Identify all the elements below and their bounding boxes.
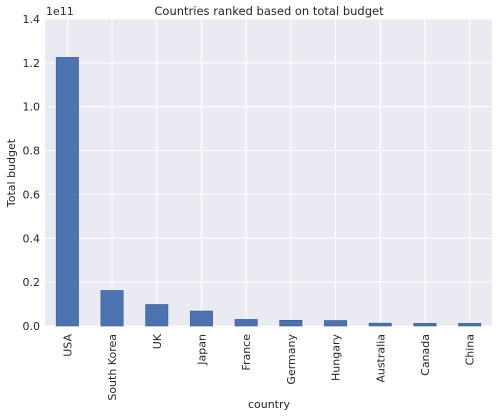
x-tick-label: South Korea <box>106 334 119 401</box>
x-tick-label: USA <box>61 334 74 357</box>
plot-area <box>45 19 492 326</box>
x-tick-label: Australia <box>374 334 387 383</box>
y-tick-label: 0.0 <box>23 320 41 333</box>
bar-uk <box>145 304 169 327</box>
y-offset-label: 1e11 <box>46 5 74 18</box>
y-tick-label: 1.2 <box>23 57 41 70</box>
bar-australia <box>368 322 392 327</box>
x-axis-label: country <box>248 398 291 411</box>
chart-title: Countries ranked based on total budget <box>154 4 384 18</box>
x-tick-label: Hungary <box>330 334 343 381</box>
bar-south-korea <box>100 290 124 327</box>
bar-germany <box>279 319 303 327</box>
y-tick-label: 0.6 <box>23 188 41 201</box>
x-tick-label: Japan <box>195 334 208 366</box>
x-tick-labels: USA South Korea UK Japan France Germany Hungar… <box>61 333 476 400</box>
y-tick-labels: 0.0 0.2 0.4 0.6 0.8 1.0 1.2 1.4 <box>23 13 41 333</box>
y-tick-label: 1.0 <box>23 101 41 114</box>
x-tick-label: France <box>240 334 253 371</box>
bar-hungary <box>324 320 348 327</box>
bar-japan <box>189 310 213 327</box>
x-tick-label: China <box>464 334 477 365</box>
bar-canada <box>413 323 437 327</box>
bar-china <box>458 323 482 327</box>
y-tick-label: 1.4 <box>23 13 41 26</box>
bar-usa <box>55 57 79 327</box>
bar-france <box>234 319 258 327</box>
x-tick-label: Canada <box>419 334 432 376</box>
bars <box>55 57 482 327</box>
y-tick-label: 0.8 <box>23 145 41 158</box>
x-tick-label: Germany <box>285 334 298 385</box>
x-tick-label: UK <box>151 333 164 349</box>
y-tick-label: 0.4 <box>23 232 41 245</box>
y-axis-label: Total budget <box>5 138 18 208</box>
y-tick-label: 0.2 <box>23 276 41 289</box>
